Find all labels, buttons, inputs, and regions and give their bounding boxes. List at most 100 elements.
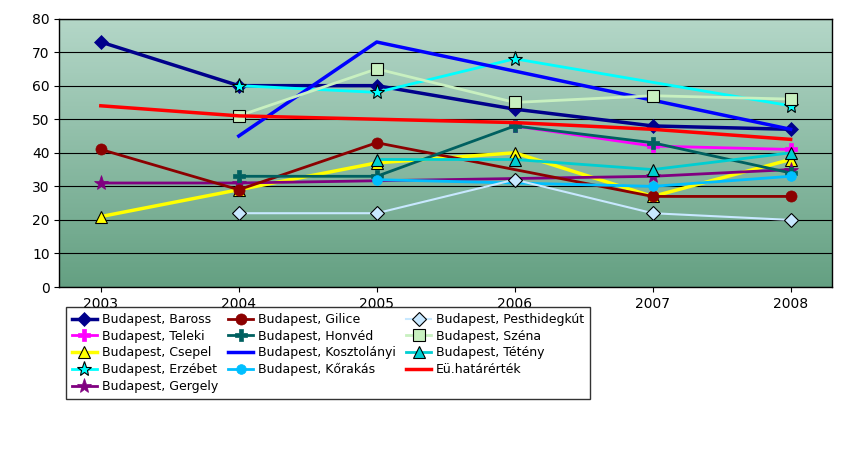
Bar [31,196,849,197]
Bar [31,238,849,239]
Bar [31,200,849,201]
Bar [31,68,849,69]
Bar [31,214,849,216]
Bar [31,163,849,165]
Bar [31,67,849,68]
Bar [31,145,849,146]
Bar [31,217,849,219]
Bar [31,69,849,71]
Bar [31,88,849,90]
Bar [31,29,849,31]
Bar [31,75,849,76]
Bar [31,110,849,111]
Bar [31,162,849,163]
Bar [31,91,849,93]
Legend: Budapest, Baross, Budapest, Teleki, Budapest, Csepel, Budapest, Erzébet, Budapes: Budapest, Baross, Budapest, Teleki, Buda… [65,307,590,399]
Bar [31,33,849,35]
Bar [31,35,849,36]
Bar [31,250,849,251]
Bar [31,239,849,240]
Bar [31,108,849,110]
Bar [31,170,849,172]
Bar [31,103,849,105]
Bar [31,134,849,135]
Bar [31,125,849,126]
Bar [31,65,849,67]
Bar [31,259,849,260]
Bar [31,169,849,170]
Bar [31,64,849,65]
Bar [31,257,849,259]
Bar [31,127,849,129]
Bar [31,224,849,225]
Bar [31,93,849,94]
Bar [31,172,849,173]
Bar [31,118,849,119]
Bar [31,201,849,202]
Bar [31,186,849,188]
Bar [31,244,849,245]
Bar [31,43,849,44]
Bar [31,126,849,127]
Bar [31,263,849,264]
Bar [31,220,849,221]
Bar [31,142,849,144]
Bar [31,41,849,43]
Bar [31,72,849,74]
Bar [31,280,849,282]
Bar [31,278,849,279]
Bar [31,286,849,287]
Bar [31,74,849,75]
Bar [31,154,849,156]
Bar [31,182,849,184]
Bar [31,87,849,88]
Bar [31,283,849,284]
Bar [31,226,849,228]
Bar [31,177,849,178]
Bar [31,168,849,169]
Bar [31,256,849,257]
Bar [31,90,849,91]
Bar [31,174,849,175]
Bar [31,99,849,100]
Bar [31,36,849,38]
Bar [31,235,849,236]
Bar [31,284,849,286]
Bar [31,44,849,45]
Bar [31,28,849,29]
Bar [31,165,849,166]
Bar [31,185,849,186]
Bar [31,141,849,142]
Bar [31,159,849,161]
Bar [31,274,849,275]
Bar [31,245,849,247]
Bar [31,194,849,196]
Bar [31,219,849,220]
Bar [31,229,849,231]
Bar [31,151,849,153]
Bar [31,241,849,243]
Bar [31,53,849,55]
Bar [31,276,849,278]
Bar [31,266,849,267]
Bar [31,267,849,268]
Bar [31,55,849,56]
Bar [31,50,849,51]
Bar [31,78,849,79]
Bar [31,279,849,280]
Bar [31,38,849,39]
Bar [31,221,849,223]
Bar [31,45,849,47]
Bar [31,156,849,157]
Bar [31,254,849,255]
Bar [31,147,849,149]
Bar [31,233,849,235]
Bar [31,20,849,21]
Bar [31,208,849,209]
Bar [31,193,849,194]
Bar [31,31,849,32]
Bar [31,26,849,28]
Bar [31,102,849,103]
Bar [31,271,849,272]
Bar [31,212,849,213]
